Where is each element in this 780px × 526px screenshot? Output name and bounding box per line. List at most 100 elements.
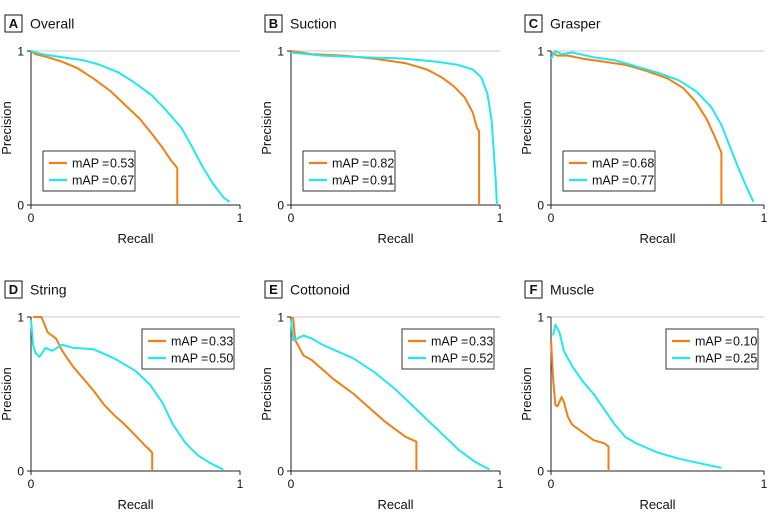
- legend: mAP = 0.68 mAP = 0.77: [562, 150, 656, 192]
- y-tick-label: 1: [277, 45, 284, 59]
- legend-value: 0.10: [733, 335, 757, 349]
- series-line-orange: [292, 316, 418, 471]
- y-tick-label: 1: [17, 311, 24, 325]
- panel-letter-box: [264, 280, 283, 299]
- series-line-orange: [30, 50, 179, 205]
- legend-label: mAP: [592, 174, 619, 188]
- panel-letter: B: [269, 16, 278, 31]
- x-tick-label: 0: [288, 211, 295, 225]
- y-tick-label: 0: [537, 465, 544, 479]
- y-tick-label: 0: [277, 465, 284, 479]
- legend-value: 0.91: [370, 174, 394, 188]
- y-tick-label: 0: [17, 465, 24, 479]
- series-line-cyan: [290, 51, 498, 206]
- y-axis-label: Precision: [0, 101, 14, 154]
- series-line-orange: [33, 316, 154, 471]
- legend-value: 0.25: [733, 352, 757, 366]
- y-tick-label: 1: [537, 311, 544, 325]
- y-axis-label: Precision: [519, 101, 534, 154]
- legend-equals: =: [725, 335, 732, 349]
- series-line-cyan: [550, 50, 755, 203]
- y-tick-label: 0: [17, 199, 24, 213]
- legend-label: mAP: [431, 352, 458, 366]
- y-tick-label: 1: [17, 45, 24, 59]
- x-tick-label: 0: [28, 477, 35, 491]
- legend: mAP = 0.53 mAP = 0.67: [42, 150, 136, 192]
- x-axis-label: Recall: [117, 497, 153, 512]
- legend-equals: =: [362, 174, 369, 188]
- legend-equals: =: [622, 157, 629, 171]
- legend-value: 0.68: [630, 157, 654, 171]
- x-tick-label: 0: [28, 211, 35, 225]
- legend-value: 0.33: [469, 335, 493, 349]
- panel-letter-box: [4, 14, 23, 33]
- legend-equals: =: [102, 174, 109, 188]
- legend-box: [42, 150, 136, 192]
- y-tick-label: 1: [277, 311, 284, 325]
- x-tick-label: 1: [237, 477, 244, 491]
- y-axis-label: Precision: [519, 367, 534, 420]
- x-tick-label: 1: [237, 211, 244, 225]
- panel-letter: F: [530, 282, 538, 297]
- legend-label: mAP: [171, 335, 198, 349]
- panel-title: String: [30, 282, 67, 298]
- series-line-orange: [550, 51, 723, 205]
- series-line-cyan: [30, 50, 231, 203]
- y-axis-label: Precision: [259, 367, 274, 420]
- x-tick-label: 0: [548, 211, 555, 225]
- panel-letter-box: [524, 280, 543, 299]
- x-tick-label: 1: [761, 211, 768, 225]
- legend-label: mAP: [592, 157, 619, 171]
- panel-title: Grasper: [550, 16, 601, 32]
- legend-value: 0.53: [110, 157, 134, 171]
- x-tick-label: 1: [497, 477, 504, 491]
- legend-box: [562, 150, 656, 192]
- legend-equals: =: [362, 157, 369, 171]
- panel-letter-box: [524, 14, 543, 33]
- legend-equals: =: [201, 352, 208, 366]
- x-axis-label: Recall: [639, 231, 675, 246]
- x-axis-label: Recall: [117, 231, 153, 246]
- legend-label: mAP: [431, 335, 458, 349]
- panel-letter-box: [4, 280, 23, 299]
- panel-letter: C: [529, 16, 539, 31]
- legend-value: 0.52: [469, 352, 493, 366]
- panel-letter: D: [9, 282, 18, 297]
- legend-value: 0.50: [209, 352, 233, 366]
- x-tick-label: 1: [761, 477, 768, 491]
- y-tick-label: 1: [537, 45, 544, 59]
- legend-equals: =: [102, 157, 109, 171]
- legend-label: mAP: [695, 352, 722, 366]
- y-axis-label: Precision: [259, 101, 274, 154]
- legend-box: [141, 328, 235, 370]
- legend-label: mAP: [332, 157, 359, 171]
- legend-box: [401, 328, 495, 370]
- legend: mAP = 0.10 mAP = 0.25: [665, 328, 759, 370]
- series-line-cyan: [30, 320, 224, 471]
- x-axis-label: Recall: [639, 497, 675, 512]
- series-line-cyan: [552, 323, 722, 469]
- legend-equals: =: [725, 352, 732, 366]
- legend-value: 0.33: [209, 335, 233, 349]
- panel-title: Cottonoid: [290, 282, 350, 298]
- x-axis-label: Recall: [377, 231, 413, 246]
- legend-box: [665, 328, 759, 370]
- panel-title: Suction: [290, 16, 337, 32]
- y-tick-label: 0: [277, 199, 284, 213]
- panel-title: Overall: [30, 16, 74, 32]
- legend: mAP = 0.82 mAP = 0.91: [302, 150, 396, 192]
- y-tick-label: 0: [537, 199, 544, 213]
- legend-box: [302, 150, 396, 192]
- x-tick-label: 1: [497, 211, 504, 225]
- panel-letter: A: [9, 16, 19, 31]
- legend-value: 0.77: [630, 174, 654, 188]
- legend-equals: =: [461, 352, 468, 366]
- legend-label: mAP: [332, 174, 359, 188]
- panel-title: Muscle: [550, 282, 595, 298]
